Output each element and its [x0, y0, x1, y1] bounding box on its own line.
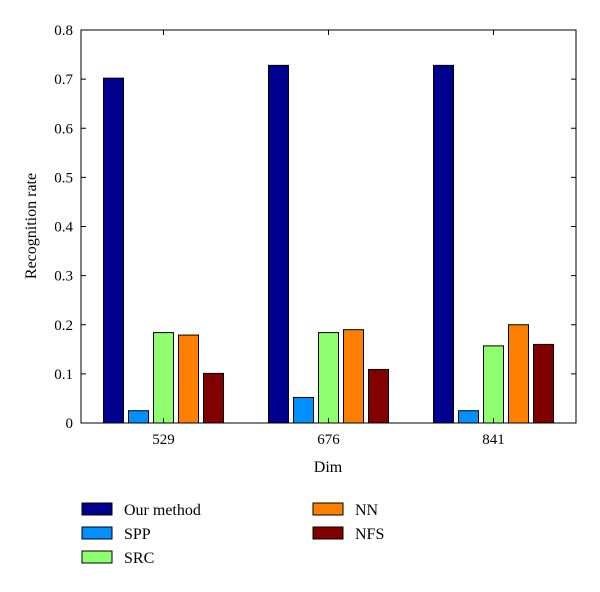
legend-swatch-src [81, 550, 113, 564]
bar-our-method-676 [268, 64, 289, 424]
bar-spp-529 [128, 410, 149, 424]
bar-nn-676 [343, 329, 364, 424]
bar-our-method-529 [103, 77, 124, 424]
y-tick-label: 0.3 [54, 269, 73, 285]
y-tick-label: 0.6 [54, 121, 73, 137]
y-tick-label: 0.4 [54, 220, 73, 236]
bar-src-841 [483, 345, 504, 424]
bar-nn-841 [508, 324, 529, 424]
y-tick-label: 0 [66, 416, 74, 432]
y-axis-ticks: 0 0.1 0.2 0.3 0.4 0.5 0.6 0.7 0.8 [54, 23, 576, 432]
bar-nfs-529 [203, 372, 224, 424]
bar-src-676 [318, 332, 339, 424]
legend-swatch-spp [81, 526, 113, 540]
legend-swatch-nfs [312, 526, 344, 540]
bar-src-529 [153, 332, 174, 424]
plot-area: 0 0.1 0.2 0.3 0.4 0.5 0.6 0.7 0.8 529 676 841 [54, 23, 577, 448]
x-tick-label: 529 [152, 432, 175, 448]
x-axis-title: Dim [314, 459, 343, 476]
y-tick-label: 0.2 [54, 318, 73, 334]
y-axis-title: Recognition rate [23, 173, 40, 279]
y-tick-label: 0.1 [54, 367, 73, 383]
x-axis-ticks: 529 676 841 [152, 30, 505, 448]
bar-nfs-676 [368, 368, 389, 424]
legend-label-spp: SPP [124, 526, 151, 543]
legend-label-nfs: NFS [355, 526, 384, 543]
bar-nfs-841 [533, 343, 554, 424]
bar-spp-841 [458, 410, 479, 424]
bars [103, 64, 554, 424]
legend-label-src: SRC [124, 550, 154, 567]
bar-our-method-841 [433, 64, 454, 424]
legend-swatch-nn [312, 502, 344, 516]
y-tick-label: 0.7 [54, 72, 73, 88]
y-tick-label: 0.8 [54, 23, 73, 39]
x-tick-label: 841 [482, 432, 505, 448]
legend-label-our-method: Our method [124, 502, 201, 519]
bar-spp-676 [293, 396, 314, 424]
y-tick-label: 0.5 [54, 170, 73, 186]
x-tick-label: 676 [317, 432, 340, 448]
legend: Our method SPP SRC NN NFS [81, 502, 384, 567]
bar-nn-529 [178, 334, 199, 424]
legend-swatch-our-method [81, 502, 113, 516]
legend-label-nn: NN [355, 502, 379, 519]
